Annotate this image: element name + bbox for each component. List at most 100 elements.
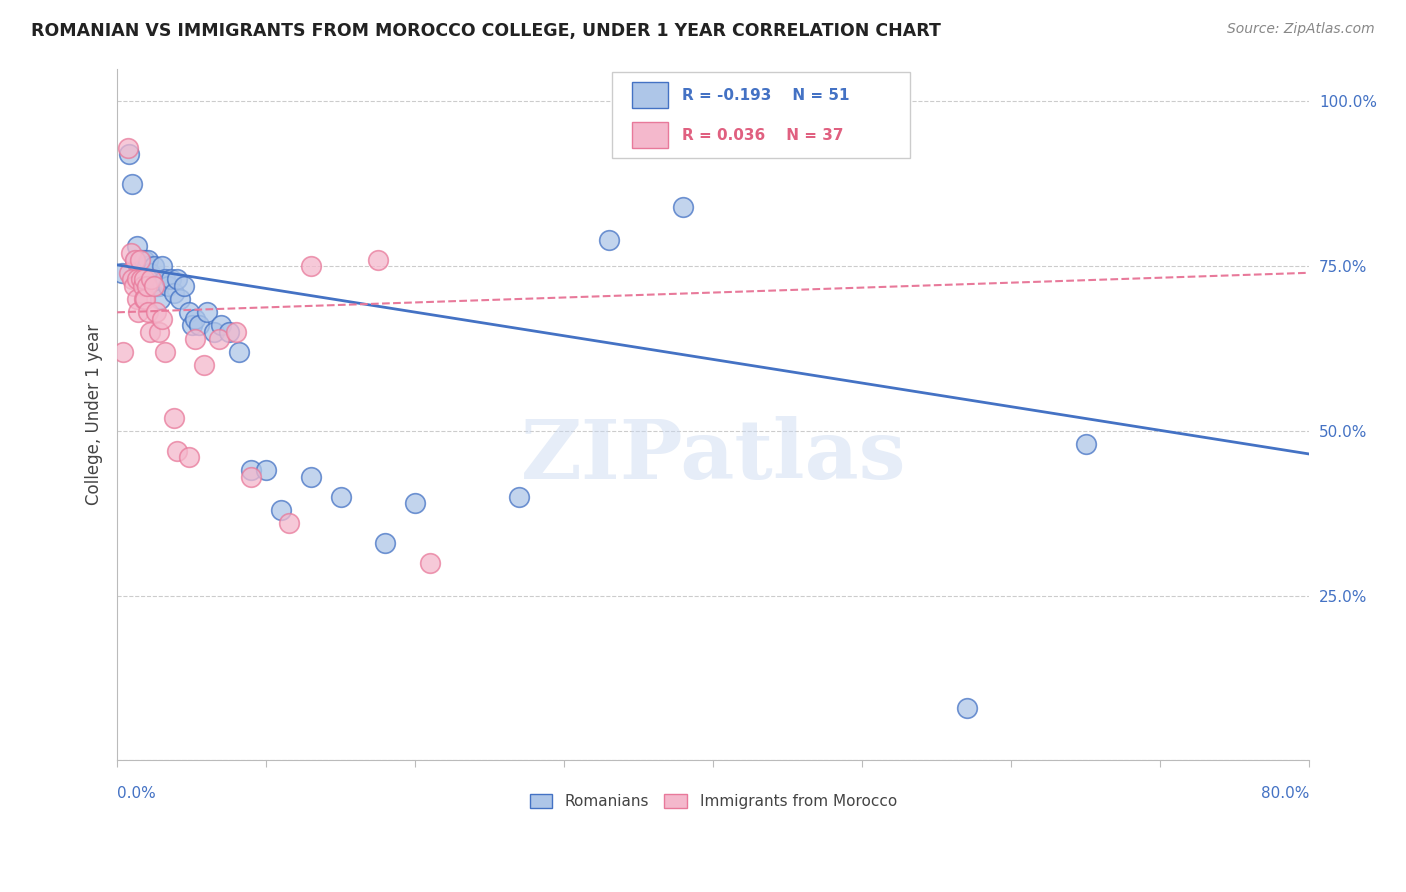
Point [148, 325, 170, 339]
Point [240, 463, 263, 477]
Point [141, 279, 163, 293]
Point [166, 443, 188, 458]
Point [404, 496, 426, 510]
Text: ZIPatlas: ZIPatlas [520, 416, 905, 496]
Point [143, 279, 166, 293]
Point [183, 332, 205, 346]
Point [153, 344, 176, 359]
Point [150, 312, 173, 326]
Point [134, 292, 156, 306]
Point [129, 252, 152, 267]
Point [188, 318, 211, 333]
Point [142, 272, 165, 286]
Point [173, 279, 195, 293]
Point [125, 239, 148, 253]
Point [177, 305, 200, 319]
Point [299, 470, 322, 484]
Point [225, 325, 247, 339]
Point [122, 279, 145, 293]
Point [132, 272, 155, 286]
Point [180, 318, 202, 333]
Point [141, 272, 163, 286]
Point [146, 279, 169, 293]
Point [138, 305, 160, 319]
Point [598, 233, 620, 247]
Point [139, 279, 162, 293]
Point [145, 305, 167, 319]
Text: R = -0.193    N = 51: R = -0.193 N = 51 [682, 87, 849, 103]
Point [299, 259, 322, 273]
Y-axis label: College, Under 1 year: College, Under 1 year [86, 324, 103, 505]
Point [150, 259, 173, 273]
Point [672, 200, 695, 214]
Point [127, 305, 149, 319]
Point [202, 325, 225, 339]
Point [145, 279, 167, 293]
Point [136, 279, 159, 293]
Point [508, 490, 530, 504]
Point [111, 266, 134, 280]
Point [136, 259, 159, 273]
Text: 80.0%: 80.0% [1261, 787, 1309, 801]
Point [183, 312, 205, 326]
Point [132, 252, 155, 267]
Point [125, 292, 148, 306]
Point [153, 272, 176, 286]
Point [163, 410, 186, 425]
Point [143, 259, 166, 273]
Text: Source: ZipAtlas.com: Source: ZipAtlas.com [1227, 22, 1375, 37]
Point [254, 463, 277, 477]
Point [419, 556, 441, 570]
Point [166, 272, 188, 286]
Point [240, 470, 263, 484]
Point [125, 272, 148, 286]
Point [169, 292, 191, 306]
Point [1074, 437, 1097, 451]
Legend: Romanians, Immigrants from Morocco: Romanians, Immigrants from Morocco [523, 788, 903, 815]
Point [193, 358, 215, 372]
Point [270, 503, 292, 517]
Point [118, 147, 141, 161]
Point [374, 536, 396, 550]
Point [118, 266, 141, 280]
Text: 0.0%: 0.0% [117, 787, 156, 801]
Point [128, 252, 150, 267]
Point [121, 272, 143, 286]
Point [149, 292, 172, 306]
Point [163, 285, 186, 300]
Text: ROMANIAN VS IMMIGRANTS FROM MOROCCO COLLEGE, UNDER 1 YEAR CORRELATION CHART: ROMANIAN VS IMMIGRANTS FROM MOROCCO COLL… [31, 22, 941, 40]
Point [134, 272, 156, 286]
Point [124, 252, 146, 267]
Point [138, 252, 160, 267]
Point [121, 177, 143, 191]
Point [207, 332, 229, 346]
Point [195, 305, 218, 319]
Point [329, 490, 352, 504]
Point [139, 325, 162, 339]
Point [367, 252, 389, 267]
Point [160, 272, 183, 286]
Point [277, 516, 299, 531]
Text: R = 0.036    N = 37: R = 0.036 N = 37 [682, 128, 844, 143]
Point [148, 279, 170, 293]
Point [117, 140, 139, 154]
Point [127, 259, 149, 273]
FancyBboxPatch shape [612, 72, 910, 159]
Bar [633, 122, 668, 148]
Point [128, 252, 150, 267]
Point [131, 266, 153, 280]
Point [228, 344, 250, 359]
Point [120, 246, 142, 260]
Point [211, 318, 233, 333]
Point [129, 272, 152, 286]
Point [124, 252, 146, 267]
Point [218, 325, 240, 339]
Point [139, 266, 162, 280]
Point [156, 279, 179, 293]
Point [112, 344, 135, 359]
Point [132, 292, 155, 306]
Point [177, 450, 200, 465]
Point [131, 279, 153, 293]
Point [955, 700, 977, 714]
Bar [633, 82, 668, 109]
